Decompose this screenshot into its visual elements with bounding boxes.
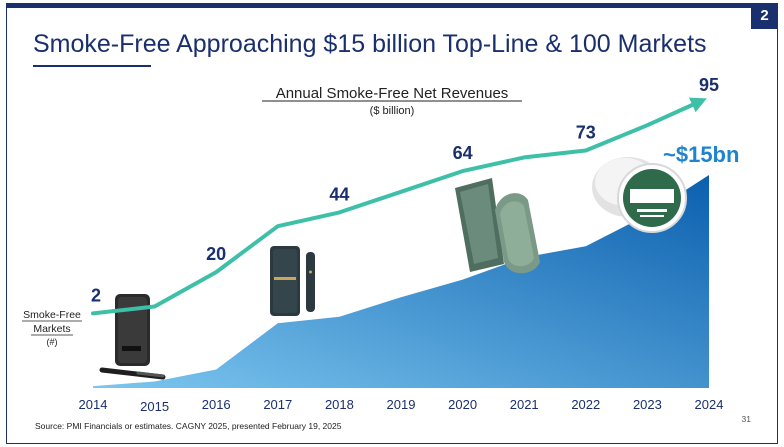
x-tick-2022: 2022 (571, 397, 600, 412)
revenue-end-label: ~$15bn (663, 142, 739, 167)
top-bar (6, 3, 778, 8)
x-tick-2017: 2017 (263, 397, 292, 412)
markets-line (91, 97, 707, 316)
axis-note-line2: Markets (33, 323, 70, 335)
x-tick-2021: 2021 (510, 397, 539, 412)
axis-note-line1: Smoke-Free (23, 309, 81, 321)
zyn-can-image (592, 157, 687, 233)
iqos-iluma-device-image (455, 178, 540, 274)
chart-title: Annual Smoke-Free Net Revenues (276, 85, 509, 102)
markets-data-label-2016: 20 (206, 244, 226, 264)
source-note: Source: PMI Financials or estimates. CAG… (35, 421, 342, 431)
axis-note-unit: (#) (47, 337, 58, 347)
x-tick-2014: 2014 (79, 397, 108, 412)
iqos-device-image (99, 294, 166, 380)
chart-subtitle: ($ billion) (370, 105, 415, 117)
x-tick-2020: 2020 (448, 397, 477, 412)
slide-title: Smoke-Free Approaching $15 billion Top-L… (33, 30, 707, 58)
iqos-3-duo-device-image (270, 246, 315, 316)
x-tick-2015: 2015 (140, 399, 169, 414)
x-tick-2023: 2023 (633, 397, 662, 412)
x-tick-2024: 2024 (695, 397, 724, 412)
markets-data-label-2018: 44 (329, 184, 349, 204)
x-tick-2016: 2016 (202, 397, 231, 412)
page-badge: 2 (751, 3, 778, 29)
markets-data-label-2024: 95 (699, 75, 719, 95)
revenue-area (93, 175, 709, 388)
x-tick-2018: 2018 (325, 397, 354, 412)
markets-data-label-2022: 73 (576, 123, 596, 143)
title-underline (33, 65, 151, 67)
markets-data-label-2020: 64 (453, 143, 473, 163)
slide-number: 31 (741, 414, 751, 424)
x-tick-2019: 2019 (387, 397, 416, 412)
markets-data-label-2014: 2 (91, 285, 101, 305)
